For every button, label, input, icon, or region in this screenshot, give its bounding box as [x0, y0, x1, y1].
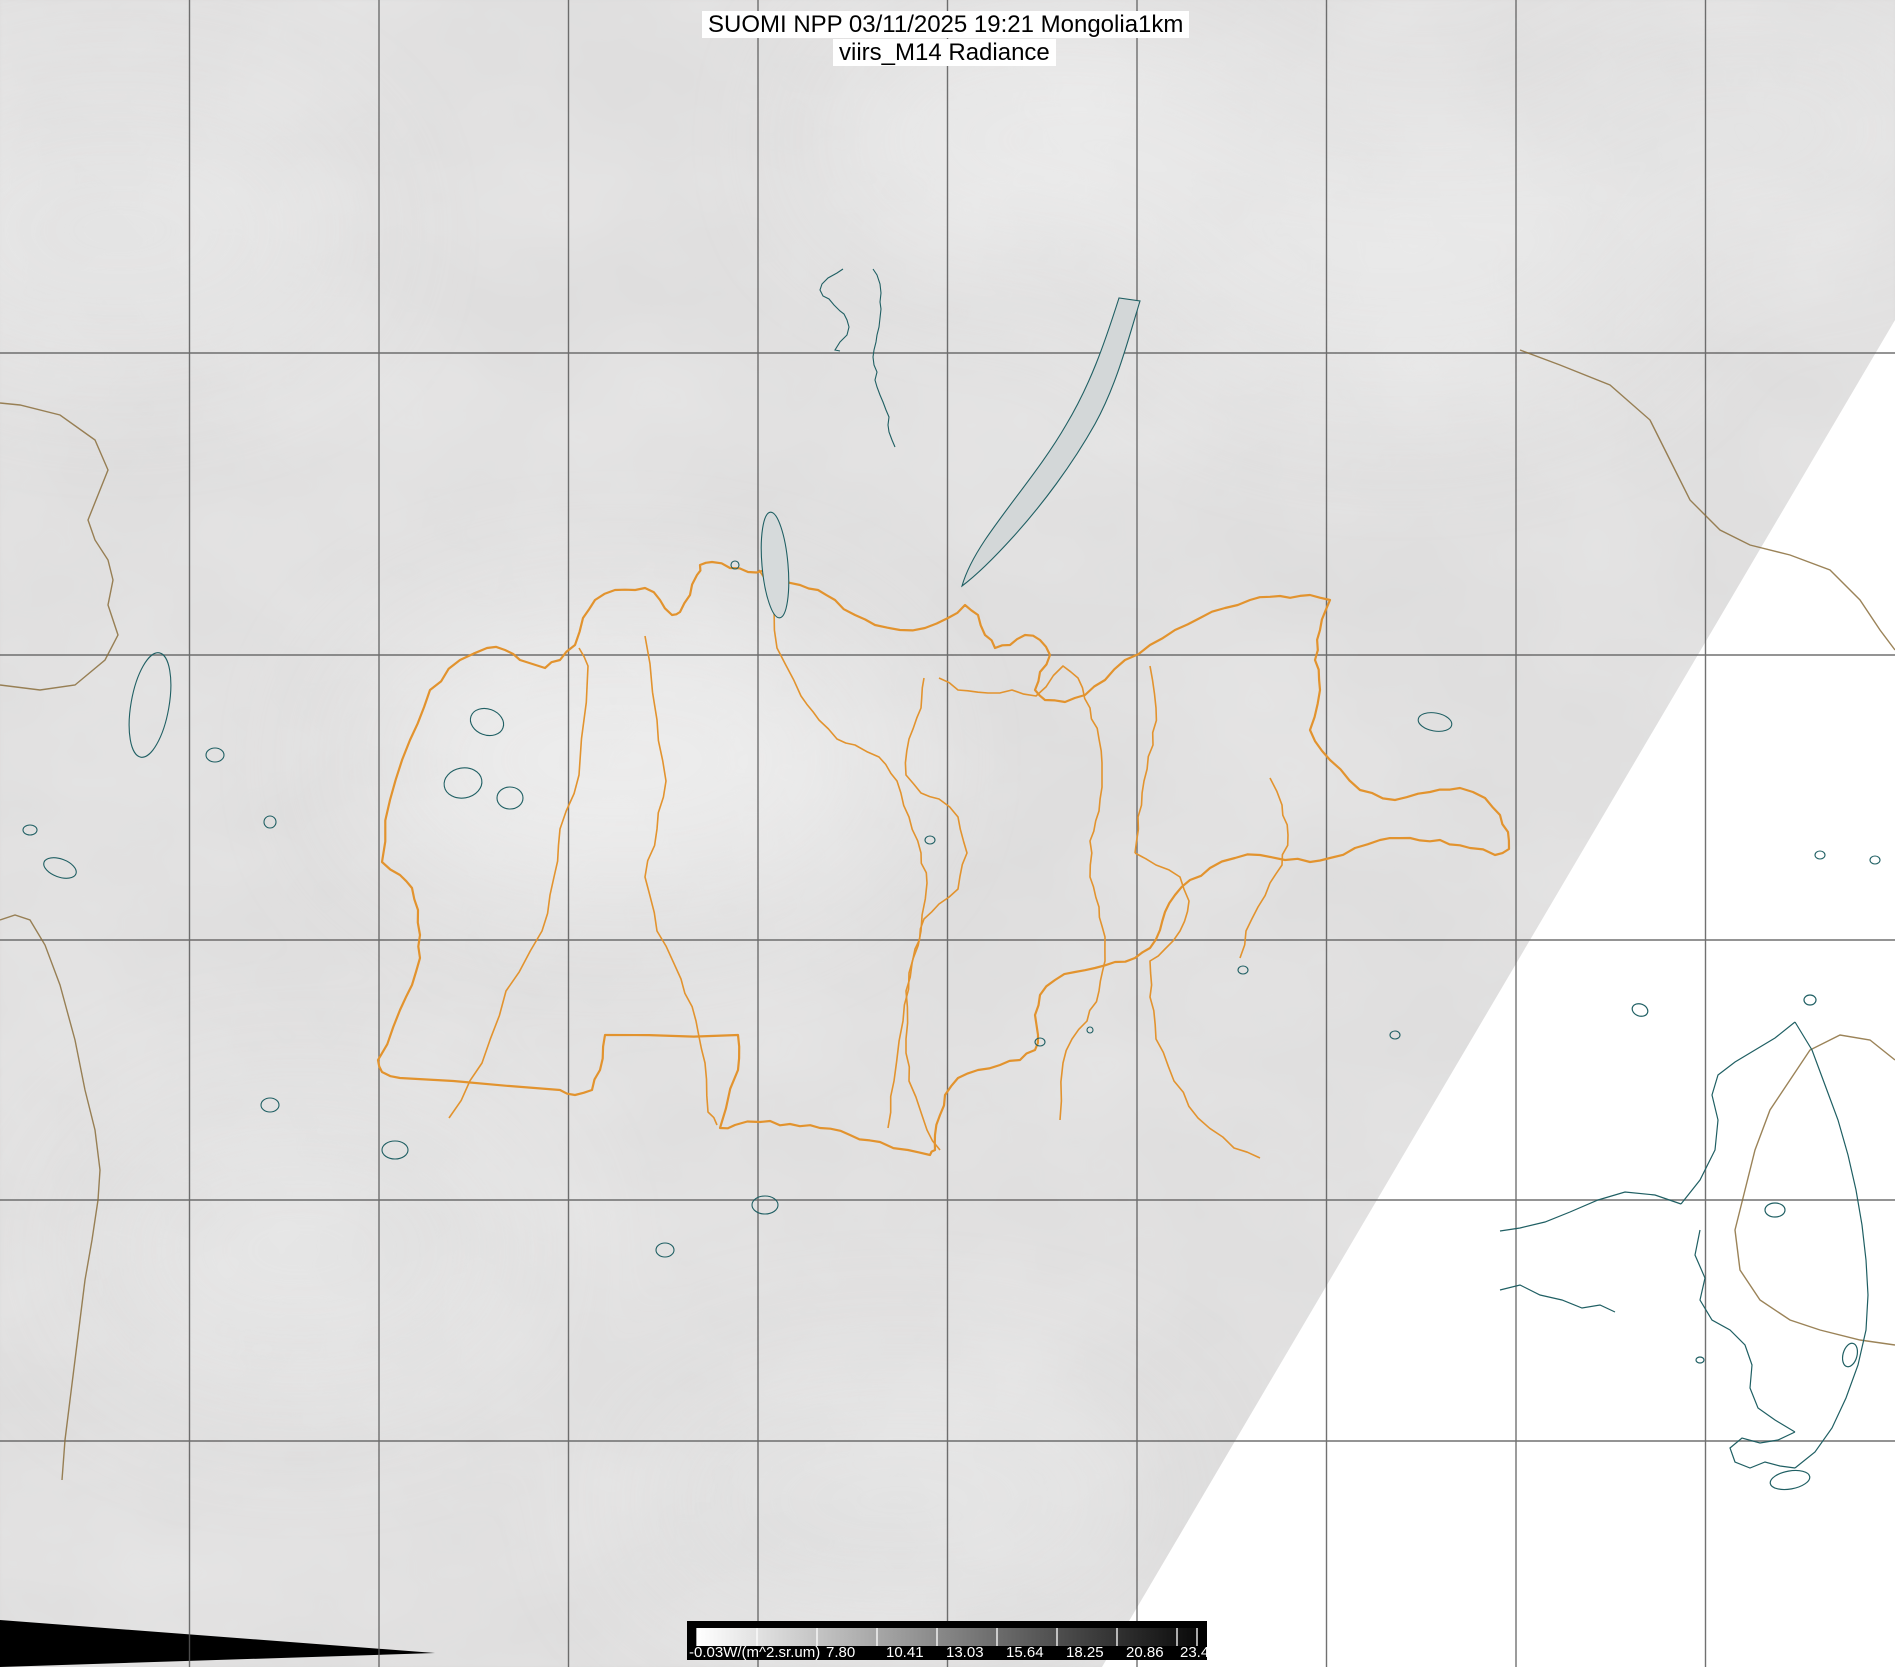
svg-text:7.80: 7.80	[826, 1644, 855, 1661]
svg-text:15.64: 15.64	[1006, 1644, 1044, 1661]
svg-text:23.47: 23.47	[1180, 1644, 1218, 1661]
svg-text:18.25: 18.25	[1066, 1644, 1104, 1661]
svg-text:13.03: 13.03	[946, 1644, 984, 1661]
svg-text:20.86: 20.86	[1126, 1644, 1164, 1661]
svg-text:10.41: 10.41	[886, 1644, 924, 1661]
svg-text:-0.03W/(m^2.sr.um): -0.03W/(m^2.sr.um)	[689, 1644, 820, 1661]
